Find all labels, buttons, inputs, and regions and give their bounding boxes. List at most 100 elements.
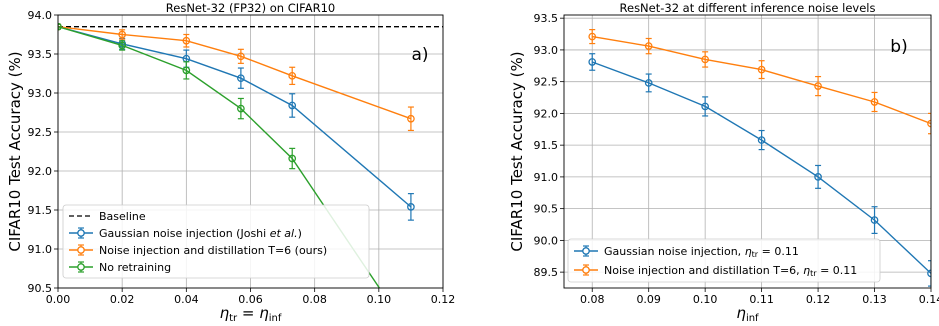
chart-panel-1: 0.00 0.02 0.04 0.06 0.08 0.10 0.12 90.5 91.0 91.5…	[6, 1, 456, 324]
y-tick-label: 89.5	[534, 266, 559, 279]
x-tick-label: 0.00	[46, 293, 71, 306]
x-tick-label: 0.12	[806, 293, 831, 306]
panel-label: a)	[411, 45, 428, 65]
x-tick-label: 0.08	[580, 293, 605, 306]
y-tick-label: 93.5	[534, 12, 559, 25]
data-point	[237, 52, 245, 61]
data-point	[118, 30, 127, 39]
legend-box	[62, 204, 370, 279]
legend-label: Gaussian noise injection, ηtr = 0.11	[604, 245, 799, 259]
data-point	[757, 136, 766, 144]
data-point	[701, 102, 710, 111]
y-tick-label: 91.0	[28, 243, 53, 256]
data-point	[288, 71, 297, 80]
data-point	[870, 216, 879, 224]
series-line	[58, 26, 412, 120]
legend: Baseline Gaussian noise injection (Joshi …	[62, 204, 370, 279]
data-point	[182, 36, 191, 45]
data-point	[288, 101, 297, 110]
data-point	[118, 41, 127, 50]
y-tick-label: 92.0	[534, 107, 559, 120]
data-point	[407, 114, 415, 123]
y-axis-label: CIFAR10 Test Accuracy (%)	[6, 51, 24, 251]
y-tick-label: 90.5	[28, 282, 53, 295]
y-tick-label: 94.0	[28, 9, 53, 22]
y-tick-label: 93.0	[534, 44, 559, 57]
data-point	[288, 154, 297, 163]
legend-item: Gaussian noise injection, ηtr = 0.11	[574, 245, 799, 259]
legend-marker	[582, 247, 590, 255]
data-point	[814, 173, 822, 181]
y-axis-label: CIFAR10 Test Accuracy (%)	[508, 51, 526, 251]
plot-area	[588, 29, 931, 287]
legend-marker	[77, 246, 85, 254]
data-point	[757, 65, 766, 74]
y-tick-label: 91.5	[28, 204, 53, 217]
y-tick-label: 90.0	[534, 234, 559, 247]
axes-frame	[57, 14, 444, 289]
x-axis-label: ηtr = ηinf	[220, 304, 282, 324]
legend-box	[567, 238, 881, 283]
x-axis-label: ηinf	[736, 304, 759, 324]
x-tick-label: 0.04	[174, 293, 199, 306]
series-1	[58, 22, 415, 221]
legend-marker	[582, 266, 590, 274]
data-point	[644, 79, 653, 87]
legend: Gaussian noise injection, ηtr = 0.11 Nois…	[567, 238, 881, 283]
x-tick-label: 0.09	[636, 293, 661, 306]
plot-area	[58, 22, 443, 288]
x-tick-label: 0.06	[238, 293, 263, 306]
legend-marker	[77, 229, 85, 237]
data-point	[182, 66, 191, 75]
data-point	[588, 58, 597, 66]
x-tick-label: 0.10	[693, 293, 718, 306]
legend-marker	[77, 263, 85, 271]
series-3	[58, 22, 381, 288]
data-point	[588, 32, 597, 41]
series-line	[58, 26, 381, 288]
chart-title: ResNet-32 at different inference noise l…	[620, 1, 876, 15]
legend-label: Noise injection and distillation T=6 (ou…	[99, 244, 327, 257]
chart-title: ResNet-32 (FP32) on CIFAR10	[166, 1, 335, 15]
legend-label: Baseline	[99, 210, 146, 223]
series-line	[58, 26, 412, 208]
data-point	[814, 82, 822, 90]
x-tick-label: 0.02	[110, 293, 135, 306]
axes-frame	[563, 14, 932, 289]
y-tick-label: 90.5	[534, 203, 559, 216]
legend-item: Gaussian noise injection (Joshi et al.)	[69, 227, 302, 240]
y-tick-label: 93.0	[28, 87, 53, 100]
data-point	[237, 104, 245, 113]
legend-label: Noise injection and distillation T=6, ηt…	[604, 264, 857, 278]
legend-item: Noise injection and distillation T=6 (ou…	[69, 244, 327, 257]
series-2	[588, 29, 931, 135]
y-tick-label: 93.5	[28, 48, 53, 61]
x-tick-label: 0.12	[431, 293, 456, 306]
y-tick-label: 91.0	[534, 171, 559, 184]
y-tick-label: 92.0	[28, 165, 53, 178]
y-tick-label: 92.5	[28, 126, 53, 139]
legend-item: Baseline	[69, 210, 146, 223]
data-point	[701, 55, 710, 64]
legend-label: Gaussian noise injection (Joshi et al.)	[99, 227, 302, 240]
data-point	[644, 42, 653, 50]
data-point	[58, 22, 62, 31]
panel-label: b)	[890, 37, 907, 57]
y-tick-label: 92.5	[534, 76, 559, 89]
x-tick-label: 0.13	[862, 293, 887, 306]
x-tick-label: 0.08	[302, 293, 327, 306]
grid	[57, 14, 444, 289]
series-2	[58, 22, 415, 132]
data-point	[407, 203, 415, 211]
data-point	[237, 74, 245, 83]
series-1	[588, 53, 931, 287]
legend-label: No retraining	[99, 261, 171, 274]
x-tick-label: 0.10	[367, 293, 392, 306]
x-tick-label: 0.11	[749, 293, 774, 306]
legend-item: Noise injection and distillation T=6, ηt…	[574, 264, 857, 278]
x-tick-label: 0.14	[919, 293, 939, 306]
legend-item: No retraining	[69, 261, 171, 274]
chart-panel-2: 0.08 0.09 0.10 0.11 0.12 0.13 0.14 89.5 90.0 90.5…	[508, 1, 939, 324]
y-tick-label: 91.5	[534, 139, 559, 152]
